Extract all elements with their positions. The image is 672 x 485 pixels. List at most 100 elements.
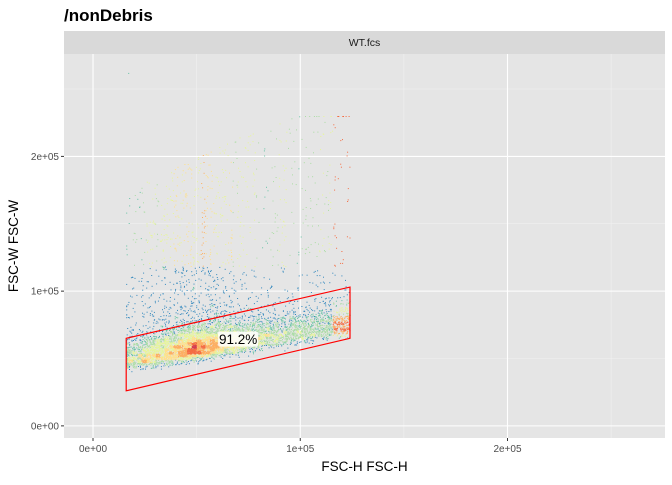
scatter-point — [331, 316, 332, 317]
scatter-point — [254, 325, 255, 326]
scatter-point — [278, 265, 279, 266]
scatter-point — [159, 351, 160, 352]
scatter-point — [183, 310, 184, 311]
scatter-point — [278, 329, 279, 330]
scatter-point — [197, 224, 198, 225]
scatter-point — [239, 266, 240, 267]
scatter-point — [197, 329, 198, 330]
scatter-point — [199, 279, 200, 280]
scatter-point — [164, 346, 165, 347]
scatter-point — [324, 289, 325, 290]
scatter-point — [181, 309, 182, 310]
scatter-point — [194, 261, 195, 262]
scatter-point — [269, 337, 270, 338]
scatter-point — [242, 316, 243, 317]
scatter-point — [337, 297, 338, 298]
scatter-point — [135, 233, 136, 234]
scatter-point — [311, 330, 312, 331]
scatter-point — [168, 366, 169, 367]
scatter-point — [284, 318, 285, 319]
scatter-point — [224, 352, 225, 353]
scatter-point — [185, 306, 186, 307]
scatter-point — [267, 328, 268, 329]
scatter-point — [154, 319, 155, 320]
scatter-point — [130, 357, 131, 358]
scatter-point — [285, 343, 286, 344]
scatter-point — [187, 327, 188, 328]
scatter-point — [275, 336, 276, 337]
scatter-point — [222, 358, 223, 359]
scatter-point — [205, 306, 206, 307]
scatter-point — [170, 239, 171, 240]
scatter-point — [195, 190, 196, 191]
scatter-point — [222, 327, 223, 328]
scatter-point — [192, 236, 193, 237]
scatter-point — [261, 348, 262, 349]
scatter-point — [289, 311, 290, 312]
scatter-point — [162, 326, 163, 327]
scatter-point — [171, 289, 172, 290]
scatter-point — [181, 328, 182, 329]
scatter-point — [252, 349, 253, 350]
scatter-point — [298, 254, 299, 255]
scatter-point — [183, 358, 184, 359]
scatter-point — [273, 325, 274, 326]
scatter-point — [145, 363, 146, 364]
scatter-point — [152, 364, 153, 365]
scatter-point — [332, 131, 333, 132]
scatter-point — [221, 221, 222, 222]
scatter-point — [133, 352, 134, 353]
scatter-point — [200, 286, 201, 287]
scatter-point — [238, 329, 239, 330]
scatter-point — [135, 303, 136, 304]
scatter-point — [302, 339, 303, 340]
scatter-point — [269, 312, 270, 313]
scatter-point — [170, 257, 171, 258]
scatter-point — [152, 341, 153, 342]
scatter-point — [248, 166, 249, 167]
scatter-point — [203, 337, 204, 338]
scatter-point — [275, 213, 276, 214]
scatter-point — [315, 271, 316, 272]
scatter-point — [253, 320, 254, 321]
scatter-point — [245, 350, 246, 351]
scatter-point — [306, 215, 307, 216]
scatter-point — [136, 351, 137, 352]
scatter-point — [232, 352, 233, 353]
scatter-point — [238, 355, 239, 356]
scatter-point — [147, 252, 148, 253]
scatter-point — [288, 337, 289, 338]
scatter-point — [285, 321, 286, 322]
scatter-point — [241, 216, 242, 217]
scatter-point — [186, 359, 187, 360]
scatter-point — [315, 337, 316, 338]
scatter-point — [277, 250, 278, 251]
scatter-point — [308, 333, 309, 334]
scatter-point — [302, 188, 303, 189]
scatter-point — [133, 358, 134, 359]
scatter-point — [212, 211, 213, 212]
scatter-point — [311, 338, 312, 339]
scatter-point — [133, 340, 134, 341]
scatter-point — [179, 357, 180, 358]
scatter-point — [323, 301, 324, 302]
scatter-point — [156, 345, 157, 346]
scatter-point — [203, 359, 204, 360]
scatter-point — [211, 333, 212, 334]
scatter-point — [295, 320, 296, 321]
scatter-point — [219, 323, 220, 324]
scatter-point — [315, 317, 316, 318]
scatter-point — [246, 329, 247, 330]
scatter-point — [153, 342, 154, 343]
scatter-point — [340, 311, 341, 312]
scatter-point — [174, 299, 175, 300]
scatter-point — [308, 225, 309, 226]
scatter-point — [266, 187, 267, 188]
scatter-point — [225, 323, 226, 324]
scatter-point — [147, 226, 148, 227]
scatter-point — [231, 316, 232, 317]
scatter-point — [278, 330, 279, 331]
scatter-point — [320, 325, 321, 326]
scatter-point — [149, 297, 150, 298]
scatter-point — [324, 283, 325, 284]
